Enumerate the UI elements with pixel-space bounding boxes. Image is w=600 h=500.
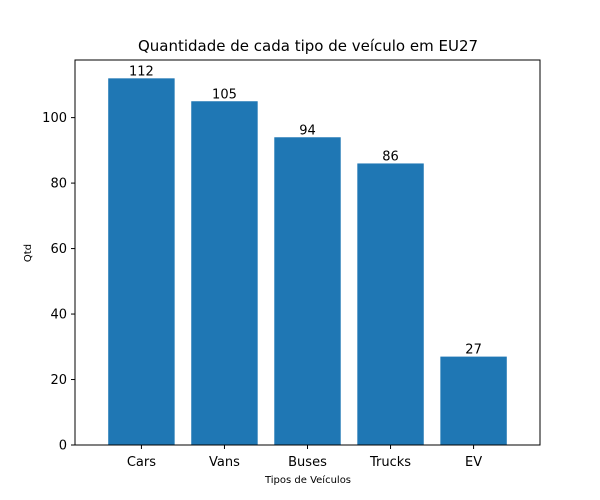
chart-title: Quantidade de cada tipo de veículo em EU…: [138, 37, 478, 55]
data-label-vans: 105: [212, 87, 237, 102]
x-tick-label-ev: EV: [465, 455, 482, 470]
x-tick-label-vans: Vans: [209, 455, 240, 470]
y-axis-label: Qtd: [23, 244, 34, 262]
y-axis-ticks: 0 20 40 60 80 100: [42, 111, 75, 454]
y-tick-label: 20: [50, 373, 67, 388]
x-axis-ticks: Cars Vans Buses Trucks EV: [127, 445, 482, 470]
x-tick-label-cars: Cars: [127, 455, 156, 470]
x-tick-label-buses: Buses: [288, 455, 327, 470]
y-tick-label: 60: [50, 242, 67, 257]
x-tick-label-trucks: Trucks: [369, 455, 411, 470]
data-label-trucks: 86: [382, 149, 399, 164]
y-tick-label: 100: [42, 111, 67, 126]
data-label-cars: 112: [129, 64, 154, 79]
data-label-buses: 94: [299, 123, 316, 138]
y-tick-label: 40: [50, 308, 67, 323]
bar-ev: [440, 356, 507, 445]
data-labels-group: 112 105 94 86 27: [129, 64, 482, 357]
bar-buses: [274, 137, 341, 445]
data-label-ev: 27: [465, 343, 482, 358]
x-axis-label: Tipos de Veículos: [264, 474, 351, 486]
bar-trucks: [357, 163, 424, 445]
bar-cars: [108, 78, 175, 445]
y-tick-label: 80: [50, 177, 67, 192]
bars-group: [108, 78, 507, 445]
bar-vans: [191, 101, 258, 445]
y-tick-label: 0: [59, 439, 67, 454]
